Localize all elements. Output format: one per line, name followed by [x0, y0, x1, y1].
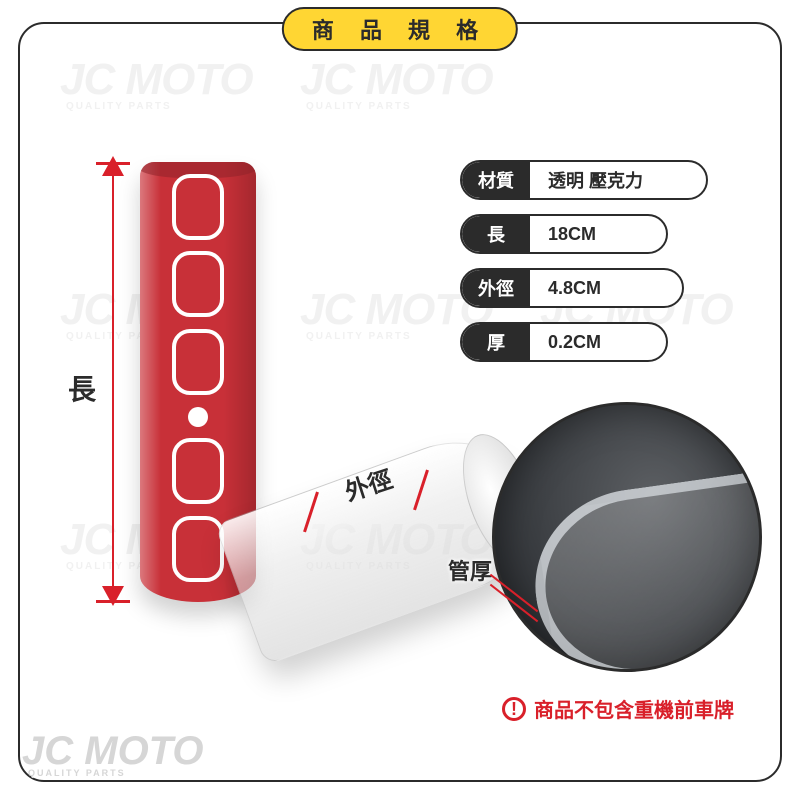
spec-value: 4.8CM [530, 278, 619, 299]
section-title-badge: 商 品 規 格 [282, 7, 518, 51]
plate-digit [172, 251, 224, 317]
spec-key: 外徑 [462, 270, 530, 306]
warning-note: ! 商品不包含重機前車牌 [502, 694, 734, 723]
acrylic-edge-closeup [523, 468, 762, 672]
spec-key: 長 [462, 216, 530, 252]
thickness-label: 管厚 [448, 554, 492, 586]
spec-value: 0.2CM [530, 332, 619, 353]
plate-digit [172, 174, 224, 240]
plate-separator [188, 407, 208, 427]
brand-main: JC MOTO [22, 729, 204, 773]
warning-text: 商品不包含重機前車牌 [534, 694, 734, 723]
spec-key: 材質 [462, 162, 530, 198]
spec-row-thickness: 厚 0.2CM [460, 322, 668, 362]
spec-value: 透明 壓克力 [530, 167, 661, 193]
spec-row-outer-diameter: 外徑 4.8CM [460, 268, 684, 308]
spec-key: 厚 [462, 324, 530, 360]
spec-list: 材質 透明 壓克力 長 18CM 外徑 4.8CM 厚 0.2CM [460, 160, 708, 362]
spec-row-length: 長 18CM [460, 214, 668, 254]
spec-value: 18CM [530, 224, 614, 245]
dim-arrow-down-icon [102, 586, 124, 606]
warning-icon-glyph: ! [511, 700, 517, 718]
length-label: 長 [68, 368, 96, 408]
dim-cap-bottom [96, 600, 130, 603]
brand-logo: JC MOTO QUALITY PARTS [22, 734, 204, 778]
section-title: 商 品 規 格 [312, 18, 488, 43]
warning-icon: ! [502, 697, 526, 721]
thickness-detail-circle [492, 402, 762, 672]
spec-row-material: 材質 透明 壓克力 [460, 160, 708, 200]
dim-line-length [112, 172, 114, 592]
plate-digit [172, 329, 224, 395]
plate-digit [172, 438, 224, 504]
